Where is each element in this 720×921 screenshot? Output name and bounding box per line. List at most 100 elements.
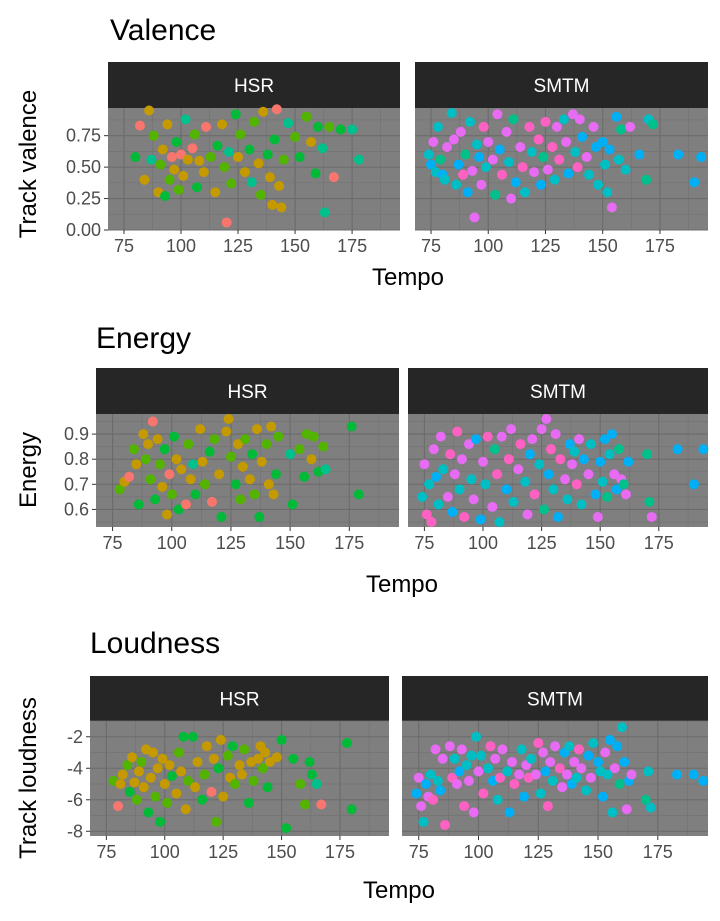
data-point bbox=[563, 168, 574, 179]
facet-strip-label: HSR bbox=[227, 382, 267, 403]
data-point bbox=[150, 494, 161, 505]
data-point bbox=[504, 807, 515, 818]
data-point bbox=[689, 177, 700, 188]
data-point bbox=[287, 499, 298, 510]
data-point bbox=[554, 154, 565, 165]
data-point bbox=[534, 459, 545, 470]
data-point bbox=[497, 744, 508, 755]
data-point bbox=[319, 207, 330, 218]
data-point bbox=[124, 786, 135, 797]
data-point bbox=[183, 439, 194, 450]
data-point bbox=[185, 474, 196, 485]
data-point bbox=[222, 750, 233, 761]
data-point bbox=[211, 816, 222, 827]
data-point bbox=[114, 484, 125, 495]
data-point bbox=[197, 794, 208, 805]
data-point bbox=[290, 131, 301, 142]
data-point bbox=[564, 439, 575, 450]
data-point bbox=[209, 434, 220, 445]
data-point bbox=[551, 121, 562, 132]
data-point bbox=[269, 134, 280, 145]
data-point bbox=[547, 141, 558, 152]
data-point bbox=[288, 753, 299, 764]
data-point bbox=[671, 769, 682, 780]
x-tick-label: 125 bbox=[523, 842, 553, 862]
data-point bbox=[508, 114, 519, 125]
data-point bbox=[419, 459, 430, 470]
data-point bbox=[640, 794, 651, 805]
data-point bbox=[466, 750, 477, 761]
x-tick-label: 100 bbox=[463, 842, 493, 862]
data-point bbox=[285, 449, 296, 460]
data-point bbox=[251, 424, 262, 435]
data-point bbox=[169, 431, 180, 442]
y-axis-label: Track loudness bbox=[15, 697, 42, 859]
data-point bbox=[593, 179, 604, 190]
data-point bbox=[573, 744, 584, 755]
data-point bbox=[276, 202, 287, 213]
x-tick-label: 150 bbox=[280, 236, 310, 256]
data-point bbox=[173, 504, 184, 515]
data-point bbox=[527, 434, 538, 445]
data-point bbox=[189, 129, 200, 140]
data-point bbox=[260, 747, 271, 758]
data-point bbox=[451, 179, 462, 190]
data-point bbox=[448, 134, 459, 145]
data-point bbox=[620, 489, 631, 500]
data-point bbox=[201, 121, 212, 132]
data-point bbox=[469, 212, 480, 223]
data-point bbox=[131, 459, 142, 470]
data-point bbox=[437, 753, 448, 764]
data-point bbox=[138, 429, 149, 440]
data-point bbox=[190, 782, 201, 793]
data-point bbox=[604, 734, 615, 745]
data-point bbox=[569, 756, 580, 767]
data-point bbox=[428, 794, 439, 805]
data-point bbox=[592, 511, 603, 522]
data-point bbox=[178, 731, 189, 742]
data-point bbox=[244, 474, 255, 485]
data-point bbox=[620, 164, 631, 175]
data-point bbox=[353, 154, 364, 165]
data-point bbox=[572, 162, 583, 173]
data-point bbox=[281, 823, 292, 834]
data-point bbox=[173, 747, 184, 758]
data-point bbox=[335, 124, 346, 135]
data-point bbox=[529, 167, 540, 178]
data-point bbox=[480, 479, 491, 490]
data-point bbox=[249, 116, 259, 127]
data-point bbox=[462, 187, 473, 198]
data-point bbox=[524, 449, 535, 460]
data-point bbox=[127, 752, 138, 763]
data-point bbox=[187, 143, 198, 154]
facet-strip bbox=[415, 62, 708, 108]
data-point bbox=[208, 753, 219, 764]
data-point bbox=[619, 756, 630, 767]
data-point bbox=[311, 779, 322, 790]
data-point bbox=[162, 119, 173, 130]
data-point bbox=[609, 469, 620, 480]
data-point bbox=[262, 782, 273, 793]
y-tick-label: 0.7 bbox=[64, 474, 89, 494]
data-point bbox=[510, 177, 521, 188]
data-point bbox=[522, 509, 533, 520]
data-point bbox=[492, 109, 503, 120]
data-point bbox=[176, 149, 186, 160]
x-tick-label: 175 bbox=[644, 533, 674, 553]
data-point bbox=[494, 516, 505, 527]
x-tick-label: 100 bbox=[166, 236, 196, 256]
data-point bbox=[310, 168, 321, 179]
data-point bbox=[438, 464, 449, 475]
x-tick-label: 150 bbox=[585, 533, 615, 553]
x-tick-label: 100 bbox=[150, 842, 180, 862]
x-tick-label: 175 bbox=[325, 842, 355, 862]
data-point bbox=[583, 469, 594, 480]
data-point bbox=[593, 756, 604, 767]
facet-hsr: HSR 75 100 125 150 175 -8 -6 -4 -2 bbox=[67, 676, 389, 862]
data-point bbox=[294, 444, 305, 455]
data-point bbox=[516, 744, 527, 755]
data-point bbox=[138, 782, 149, 793]
data-point bbox=[590, 489, 601, 500]
data-point bbox=[541, 414, 552, 425]
